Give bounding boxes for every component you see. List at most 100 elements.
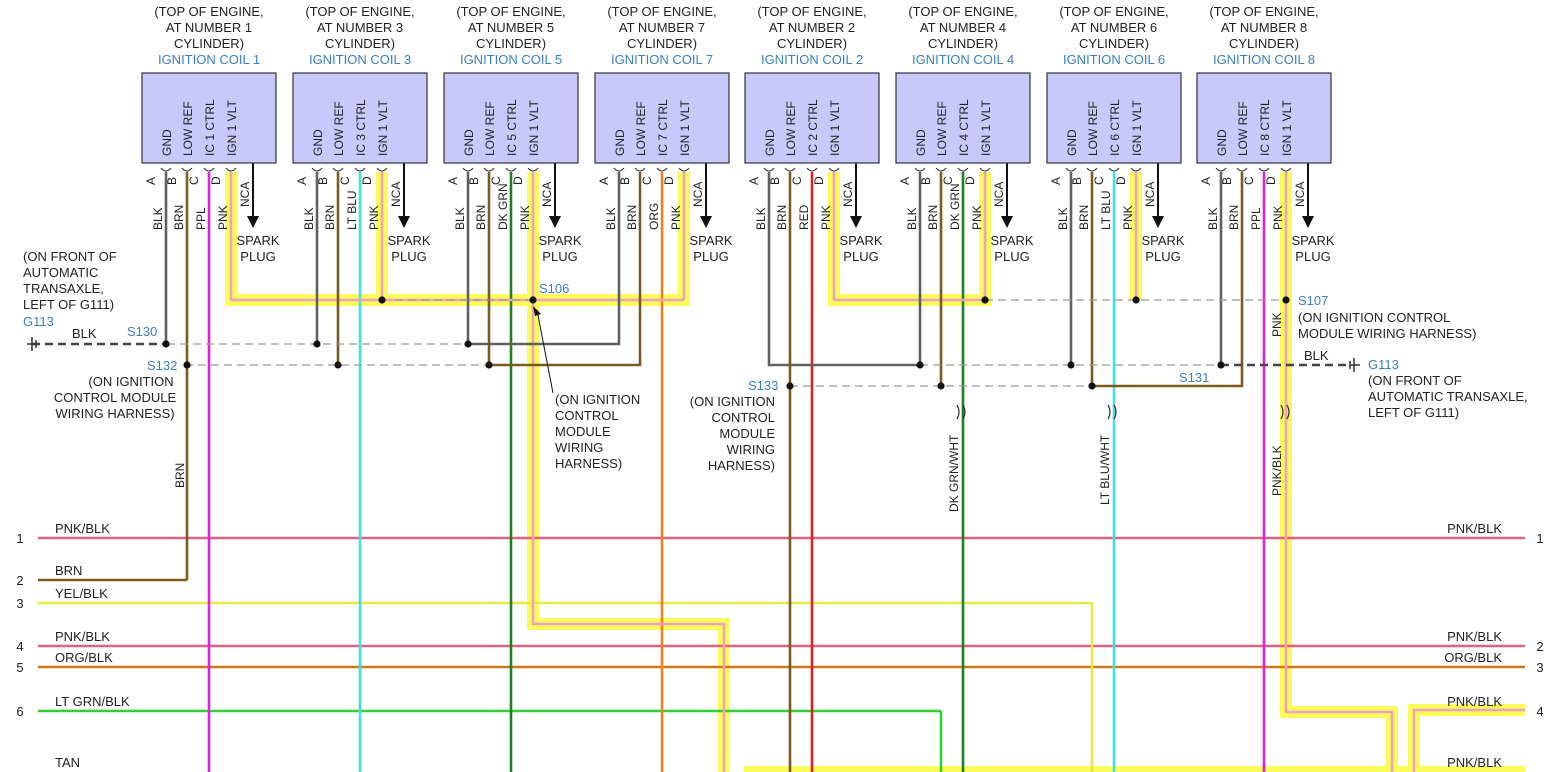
pin-letter-3-1: A — [446, 177, 460, 185]
coil-pin-label-1-4: IGN 1 VLT — [225, 100, 239, 156]
nca-label-1: NCA — [238, 182, 252, 207]
coil-pin-label-6-1: GND — [914, 129, 928, 156]
ground-symbol-left — [27, 337, 37, 351]
pin-letter-4-3: C — [640, 176, 654, 185]
wire-color-2-3: LT BLU — [345, 190, 359, 230]
note-s133-2: CONTROL — [711, 410, 775, 425]
pin-cup-3-2 — [483, 167, 495, 172]
splice-dot-lr3 — [334, 361, 342, 369]
coil-pin-label-4-1: GND — [613, 129, 627, 156]
gnd-wire-2 — [767, 172, 920, 367]
wire-color-1-1: BLK — [151, 207, 165, 230]
wire-color-8-2: BRN — [1227, 205, 1241, 230]
wire-color-7-3: LT BLU — [1099, 190, 1113, 230]
left-row-label-5: ORG/BLK — [55, 650, 113, 665]
left-row-num-5: 5 — [16, 660, 23, 675]
wire-color-8-4: PNK — [1271, 205, 1285, 230]
s106-leader-arrow — [533, 306, 541, 316]
highlight-path-1 — [225, 172, 690, 306]
coil-pin-label-6-3: IC 4 CTRL — [957, 99, 971, 156]
note-s133-1: (ON IGNITION — [690, 394, 775, 409]
coil-title-5: IGNITION COIL 2 — [761, 52, 863, 67]
nca-label-6: NCA — [992, 182, 1006, 207]
spark-plug-word-7: PLUG — [1145, 249, 1180, 264]
ign-s107-down — [1284, 300, 1394, 772]
pin-letter-3-3: C — [489, 176, 503, 185]
coil-box-7 — [1046, 72, 1182, 164]
pin-cup-2-1 — [311, 167, 323, 172]
ground-right-note-3: LEFT OF G111) — [1368, 405, 1459, 420]
left-row-num-1: 1 — [16, 531, 23, 546]
pin-cup-2-4 — [376, 167, 388, 172]
coil-pin-label-5-4: IGN 1 VLT — [828, 100, 842, 156]
coil-pin-label-8-1: GND — [1215, 129, 1229, 156]
pin-letter-1-3: C — [187, 176, 201, 185]
pin-cup-4-1 — [613, 167, 625, 172]
pin-letter-4-4: D — [662, 176, 676, 185]
nca-arrow-4 — [700, 216, 712, 228]
s106-leader — [536, 309, 554, 394]
pin-letter-4-1: A — [597, 177, 611, 185]
gnd-wire-7 — [468, 172, 621, 346]
coil-pin-label-4-2: LOW REF — [634, 101, 648, 156]
wire-color-7-2: BRN — [1077, 205, 1091, 230]
spark-plug-word-5: PLUG — [843, 249, 878, 264]
splice-dot-s131 — [1088, 382, 1096, 390]
splice-dot-gnd5 — [464, 340, 472, 348]
spark-plug-word-3: PLUG — [542, 249, 577, 264]
right-row-num-3: 3 — [1536, 660, 1543, 675]
ground-left-note-1: (ON FRONT OF — [23, 249, 117, 264]
coil-location-1: (TOP OF ENGINE, — [154, 4, 263, 19]
wire-color-3-4: PNK — [518, 205, 532, 230]
coil-title-4: IGNITION COIL 7 — [611, 52, 713, 67]
splice-label-s133: S133 — [748, 378, 778, 393]
vertical-label-dkgrn-wht: DK GRN/WHT — [947, 434, 961, 512]
pin-letter-8-1: A — [1199, 177, 1213, 185]
wire-color-3-2: BRN — [474, 205, 488, 230]
spark-plug-label-2: SPARK — [387, 233, 430, 248]
pin-letter-2-1: A — [295, 177, 309, 185]
ground-right-note-1: (ON FRONT OF — [1368, 373, 1462, 388]
wire-color-1-3: PPL — [194, 207, 208, 230]
coil-title-7: IGNITION COIL 6 — [1063, 52, 1165, 67]
ground-right-wire: BLK — [1304, 348, 1329, 363]
nca-arrow-6 — [1001, 216, 1013, 228]
pin-cup-4-3 — [656, 167, 668, 172]
spark-plug-label-7: SPARK — [1141, 233, 1184, 248]
coil-cylinder-5: AT NUMBER 2 — [769, 20, 855, 35]
coil-location-5: (TOP OF ENGINE, — [757, 4, 866, 19]
splice-dot-s133 — [786, 382, 794, 390]
pin-letter-6-1: A — [898, 177, 912, 185]
coil-cylinder-4: AT NUMBER 7 — [619, 20, 705, 35]
coil-pin-label-5-2: LOW REF — [784, 101, 798, 156]
coil-pin-label-2-2: LOW REF — [332, 101, 346, 156]
nca-label-2: NCA — [389, 182, 403, 207]
coil-pin-label-1-2: LOW REF — [181, 101, 195, 156]
pin-letter-2-2: B — [316, 177, 330, 185]
ground-right-note-2: AUTOMATIC TRANSAXLE, — [1368, 389, 1528, 404]
splice-dot-gnd4 — [916, 361, 924, 369]
wire-color-6-4: PNK — [970, 205, 984, 230]
coil-location-7: (TOP OF ENGINE, — [1059, 4, 1168, 19]
note-s106-4: WIRING — [555, 440, 603, 455]
nca-label-4: NCA — [691, 182, 705, 207]
pin-cup-4-4 — [678, 167, 690, 172]
pin-letter-1-2: B — [165, 177, 179, 185]
left-row-num-6: 6 — [16, 704, 23, 719]
pin-letter-5-3: C — [790, 176, 804, 185]
highlight-path-4 — [527, 300, 730, 772]
coil-cylinder-8: AT NUMBER 8 — [1221, 20, 1307, 35]
pin-letter-1-1: A — [144, 177, 158, 185]
pin-cup-1-1 — [160, 167, 172, 172]
note-s106-1: (ON IGNITION — [555, 392, 640, 407]
coil-pin-label-8-2: LOW REF — [1236, 101, 1250, 156]
coil-box-4 — [594, 72, 730, 164]
vertical-label-pnk-blk: PNK/BLK — [1270, 445, 1284, 496]
left-row-label-7: TAN — [55, 755, 80, 770]
wire-color-4-1: BLK — [604, 207, 618, 230]
coil-cylinder-word-2: CYLINDER) — [325, 36, 395, 51]
coil-box-2 — [292, 72, 428, 164]
wire-color-5-4: PNK — [819, 205, 833, 230]
coil-title-3: IGNITION COIL 5 — [460, 52, 562, 67]
right-row-label-3: ORG/BLK — [1444, 650, 1502, 665]
